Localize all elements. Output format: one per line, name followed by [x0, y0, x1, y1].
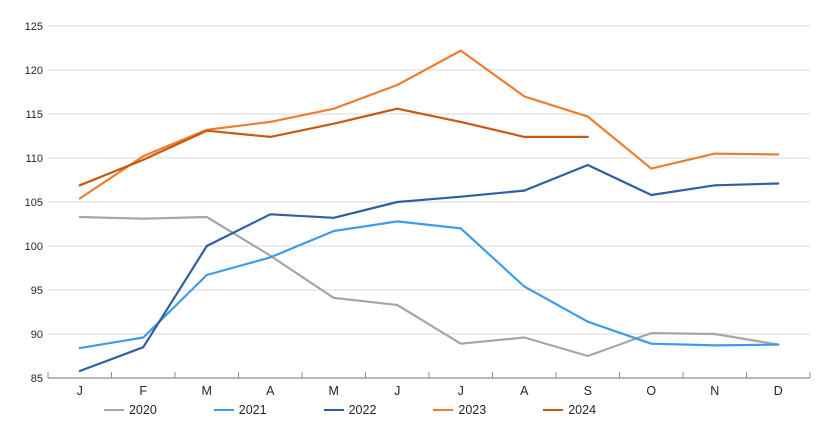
legend-label: 2021 — [238, 402, 267, 417]
legend-item-2024[interactable]: 2024 — [543, 404, 596, 417]
y-tick-label: 85 — [31, 373, 43, 385]
x-tick-label: N — [710, 384, 719, 398]
legend-label: 2020 — [128, 402, 157, 417]
legend-swatch-2020 — [103, 408, 124, 412]
legend-item-2023[interactable]: 2023 — [433, 404, 486, 417]
series-line-2020[interactable] — [78, 215, 780, 358]
y-tick-label: 125 — [25, 21, 43, 33]
legend-swatch-2021 — [213, 408, 234, 412]
y-tick-label: 105 — [25, 197, 43, 209]
legend-item-2020[interactable]: 2020 — [103, 402, 157, 417]
series-line-2021[interactable] — [78, 220, 780, 350]
x-tick-label: F — [139, 384, 147, 398]
legend-swatch-2023 — [433, 408, 454, 412]
legend-swatch-2022 — [323, 408, 344, 412]
x-tick-label: A — [266, 384, 275, 398]
x-tick-label: D — [774, 384, 783, 398]
legend-label: 2023 — [458, 402, 487, 417]
series-line-2024[interactable] — [78, 107, 589, 187]
legend-label: 2022 — [348, 402, 377, 417]
x-tick-label: M — [329, 384, 339, 398]
y-tick-label: 115 — [25, 109, 43, 121]
y-tick-label: 120 — [25, 65, 43, 77]
legend-swatch-2024 — [543, 408, 564, 412]
x-tick-label: J — [77, 384, 83, 398]
x-tick-label: J — [458, 384, 464, 398]
y-tick-label: 95 — [31, 285, 43, 297]
y-tick-label: 90 — [31, 329, 43, 341]
legend-item-2022[interactable]: 2022 — [323, 402, 377, 417]
legend-item-2021[interactable]: 2021 — [213, 402, 267, 417]
series-line-2022[interactable] — [78, 163, 780, 373]
x-tick-label: M — [202, 384, 212, 398]
x-tick-label: S — [584, 384, 592, 398]
chart-legend: 2020 2021 2022 2023 2024 — [0, 398, 700, 422]
y-tick-label: 100 — [25, 241, 43, 253]
y-tick-label: 110 — [25, 153, 43, 165]
legend-label: 2024 — [568, 402, 597, 417]
x-tick-label: O — [646, 384, 656, 398]
x-tick-label: J — [394, 384, 400, 398]
series-line-2023[interactable] — [78, 49, 780, 200]
x-tick-label: A — [520, 384, 529, 398]
